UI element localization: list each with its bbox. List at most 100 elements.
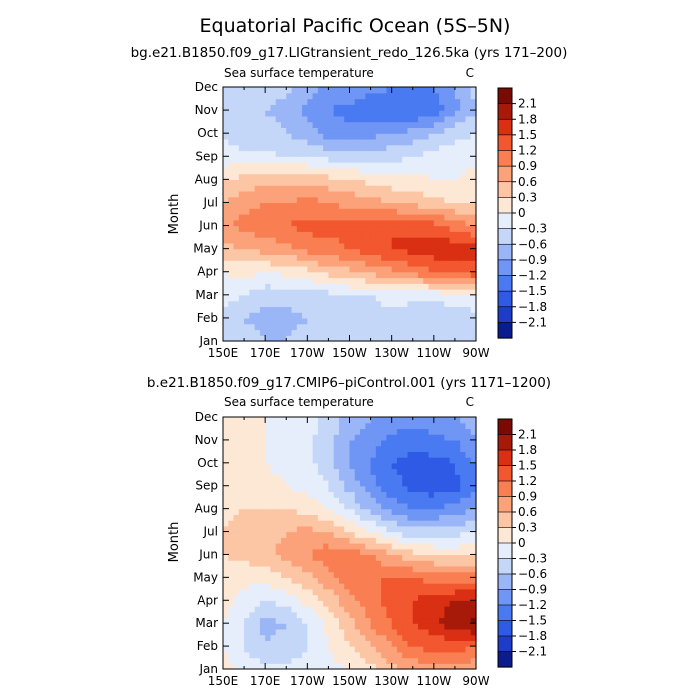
panel-picontrol-cell [449, 480, 456, 487]
panel-lig-cell [323, 248, 330, 256]
panel-lig-cell [280, 317, 287, 325]
panel-lig-cell [470, 98, 477, 105]
panel-picontrol-cell [275, 428, 282, 435]
panel-lig-cell [433, 127, 440, 134]
panel-picontrol-cell [449, 462, 456, 470]
panel-picontrol-cell [259, 525, 266, 533]
panel-lig-cell [433, 237, 440, 244]
panel-lig-cell [291, 242, 298, 250]
panel-picontrol-cell [365, 554, 372, 561]
panel-picontrol-cell [291, 606, 298, 613]
panel-lig-cell [433, 133, 440, 140]
panel-lig-colorbar-box [497, 87, 513, 105]
panel-picontrol-cell [444, 457, 451, 464]
panel-lig-cell [439, 104, 445, 111]
panel-picontrol-cell [296, 606, 303, 613]
panel-picontrol-cell [418, 451, 424, 458]
panel-picontrol-cell [223, 548, 229, 556]
panel-picontrol-cell [428, 565, 435, 573]
panel-lig-cell [465, 121, 472, 129]
panel-picontrol-cell [418, 462, 424, 470]
panel-lig-cell [344, 242, 351, 250]
panel-lig-cell [365, 214, 372, 221]
panel-lig-cell [238, 335, 245, 342]
panel-lig-cell [470, 162, 477, 169]
panel-picontrol-cell [265, 560, 272, 567]
panel-picontrol-cell [433, 514, 440, 521]
panel-picontrol-cell [265, 462, 272, 470]
panel-picontrol-cell [396, 606, 403, 613]
panel-lig-cell [449, 277, 456, 284]
panel-lig-cell [428, 173, 435, 180]
panel-picontrol-cell [449, 583, 456, 590]
panel-picontrol-cell [280, 640, 287, 647]
panel-picontrol-cell [233, 600, 240, 607]
panel-lig-cell [433, 271, 440, 279]
panel-picontrol-cell [280, 543, 287, 550]
panel-lig-cell [254, 306, 261, 313]
panel-lig-cell [428, 214, 435, 221]
panel-lig-cell [349, 167, 356, 175]
panel-picontrol-cell [433, 508, 440, 515]
panel-lig-cell [254, 98, 261, 105]
panel-lig-cell [418, 329, 424, 336]
panel-picontrol-cell [291, 451, 298, 458]
panel-lig-cell [407, 254, 414, 261]
panel-lig-cell [344, 196, 351, 204]
panel-lig-cell [433, 121, 440, 129]
panel-lig-cell [391, 277, 398, 284]
panel-picontrol-cell [428, 508, 435, 515]
panel-lig-cell [280, 219, 287, 227]
panel-picontrol-cell [396, 497, 403, 504]
panel-picontrol-cell [439, 588, 445, 596]
panel-picontrol-cell [454, 646, 461, 653]
panel-picontrol-cell [302, 565, 308, 573]
panel-lig-cell [407, 92, 414, 100]
panel-picontrol-cell [354, 577, 361, 584]
panel-lig-cell [223, 138, 229, 146]
panel-picontrol-cell [265, 571, 272, 578]
panel-lig-cell [391, 242, 398, 250]
panel-lig-cell [312, 231, 319, 238]
panel-picontrol-cell [407, 485, 414, 493]
panel-picontrol-cell [254, 594, 261, 601]
panel-picontrol-cell [223, 474, 229, 481]
panel-lig-cell [265, 254, 272, 261]
panel-lig-cell [439, 306, 445, 313]
panel-lig-cell [375, 317, 382, 325]
panel-lig-cell [433, 202, 440, 209]
panel-picontrol-cell [317, 531, 324, 538]
panel-lig-cell [280, 202, 287, 209]
panel-picontrol-cell [407, 651, 414, 659]
panel-lig-cell [296, 283, 303, 290]
panel-picontrol-cell [233, 497, 240, 504]
panel-lig-cell [249, 144, 256, 152]
panel-picontrol-cell [428, 617, 435, 624]
panel-lig-cell [449, 335, 456, 342]
panel-picontrol-cell [386, 502, 393, 510]
panel-lig-cell [354, 150, 361, 157]
panel-picontrol-cell [249, 480, 256, 487]
panel-lig-cell [396, 254, 403, 261]
panel-picontrol-cell [254, 502, 261, 510]
panel-lig-cell [354, 225, 361, 232]
panel-lig-cell [428, 329, 435, 336]
panel-lig-cell [439, 87, 445, 94]
panel-picontrol-cell [238, 571, 245, 578]
panel-picontrol-cell [381, 646, 387, 653]
panel-lig-cell [433, 190, 440, 198]
panel-lig-cell [302, 196, 308, 204]
panel-picontrol-cell [349, 525, 356, 533]
panel-lig-cell [338, 237, 345, 244]
panel-picontrol-cell [460, 663, 467, 670]
panel-lig-cell [423, 289, 430, 296]
panel-lig-cell [433, 92, 440, 100]
panel-lig-cell [391, 190, 398, 198]
panel-lig-cell [428, 98, 435, 105]
panel-lig-cell [312, 173, 319, 180]
panel-picontrol-cell [470, 646, 477, 653]
panel-lig-cell [275, 277, 282, 284]
panel-picontrol-cell [228, 657, 235, 664]
panel-picontrol-cell [302, 491, 308, 498]
panel-picontrol-cell [223, 525, 229, 533]
